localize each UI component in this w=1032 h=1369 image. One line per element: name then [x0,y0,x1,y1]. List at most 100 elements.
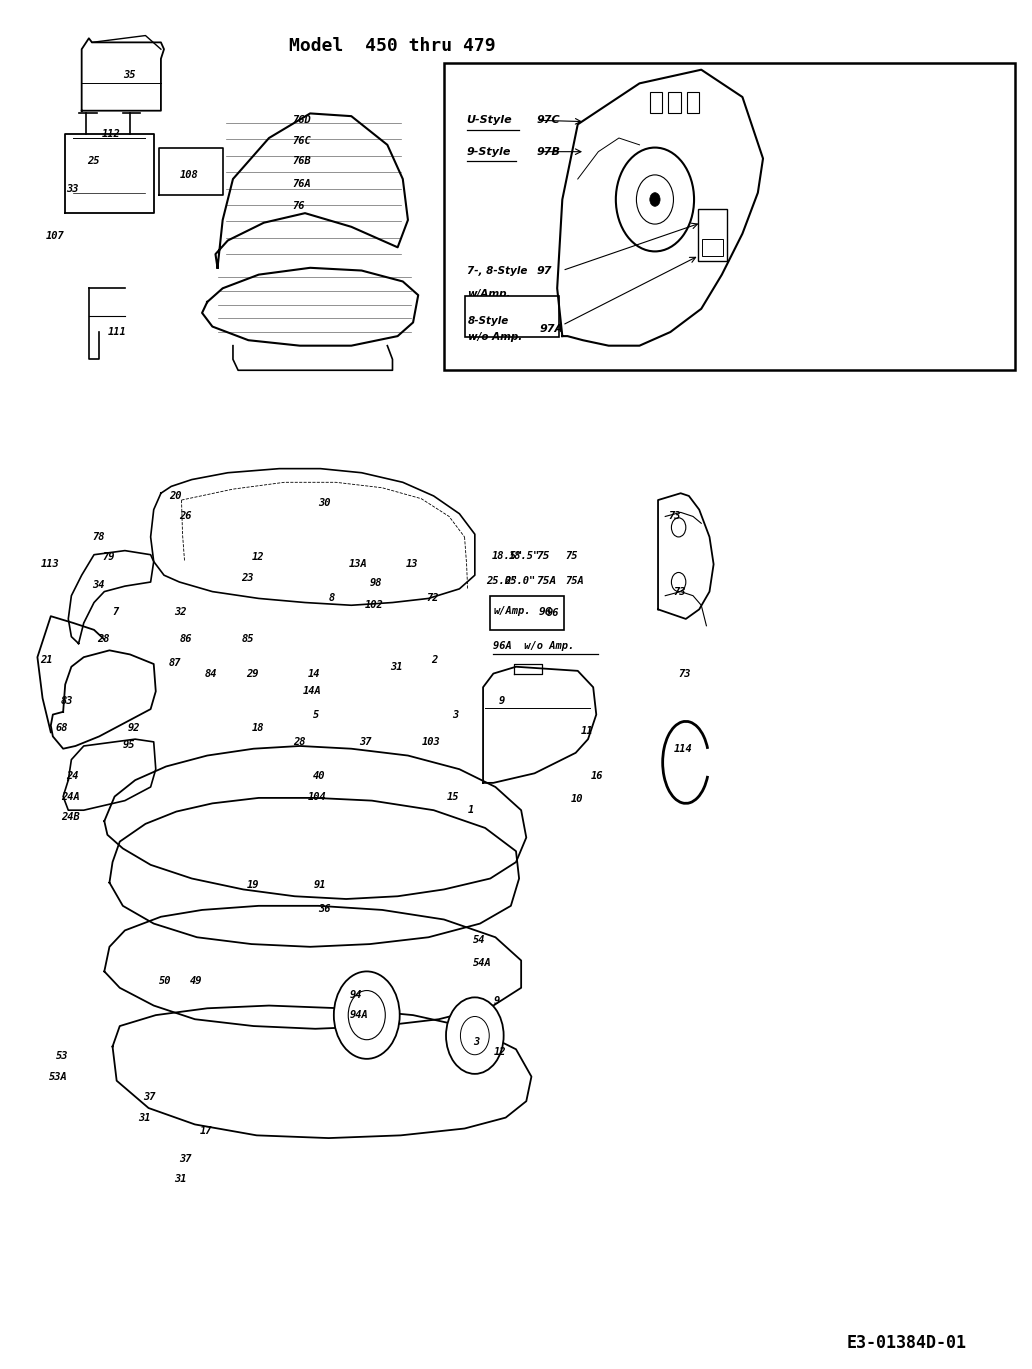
Text: 76B: 76B [293,156,312,166]
Text: 54: 54 [473,935,485,945]
Text: 28: 28 [293,737,305,747]
Text: 24A: 24A [61,791,79,801]
Text: 3: 3 [452,709,458,720]
Text: 3: 3 [473,1038,479,1047]
Bar [490,596,565,630]
Text: E3-01384D-01: E3-01384D-01 [847,1333,967,1353]
Text: 53: 53 [56,1051,68,1061]
Text: 37: 37 [143,1092,156,1102]
Text: 95: 95 [123,739,135,750]
Text: 9: 9 [498,695,505,706]
Text: 113: 113 [40,560,59,570]
Text: 92: 92 [128,723,140,734]
Circle shape [672,572,686,591]
Text: 114: 114 [674,743,692,754]
Text: w/Amp.: w/Amp. [466,289,510,298]
Text: 18.5": 18.5" [491,552,522,561]
Text: 108: 108 [180,170,198,179]
Text: 97B: 97B [537,146,560,156]
Text: 29: 29 [247,668,259,679]
Text: 28: 28 [97,634,109,645]
Text: 73: 73 [674,586,686,597]
Text: U-Style: U-Style [466,115,512,125]
Bar [703,240,722,256]
Text: 19: 19 [247,880,259,890]
Circle shape [672,517,686,537]
Text: 94A: 94A [349,1010,368,1020]
Text: 8-Style: 8-Style [467,316,509,326]
Bar [699,209,727,261]
Text: 49: 49 [190,976,202,986]
Circle shape [460,1017,489,1054]
Circle shape [446,998,504,1073]
Text: 75A: 75A [566,576,584,586]
Text: 85: 85 [241,634,254,645]
Text: 94: 94 [349,990,362,999]
Text: 76: 76 [293,201,305,211]
Text: 54A: 54A [473,958,491,968]
Text: 32: 32 [174,606,187,617]
Text: 11: 11 [581,726,593,737]
Text: 104: 104 [309,791,327,801]
Text: 14A: 14A [303,686,322,697]
Text: 37: 37 [180,1154,192,1164]
Text: 17: 17 [200,1127,213,1136]
Text: 2: 2 [431,654,438,665]
Text: 13: 13 [406,560,418,570]
Text: 37: 37 [359,737,373,747]
Text: 16: 16 [591,771,604,782]
Text: 79: 79 [102,553,115,563]
Text: 86: 86 [180,634,192,645]
Text: 35: 35 [123,70,135,81]
Text: 10: 10 [571,794,583,804]
Text: Model  450 thru 479: Model 450 thru 479 [289,37,495,56]
Bar [464,297,559,338]
Text: 97A: 97A [540,324,563,334]
Bar [444,63,1015,370]
Text: 36: 36 [319,904,331,913]
Text: 96: 96 [539,606,552,617]
Text: 76C: 76C [293,136,312,145]
Text: 87: 87 [169,657,182,668]
Text: 25.0": 25.0" [504,576,535,586]
Text: 84: 84 [205,668,218,679]
Circle shape [333,972,399,1058]
Circle shape [637,175,674,225]
Text: 40: 40 [314,771,326,782]
Text: 31: 31 [390,661,402,672]
Circle shape [650,193,660,207]
Text: w/Amp.: w/Amp. [493,605,530,616]
Text: 96A  w/o Amp.: 96A w/o Amp. [493,641,575,652]
Text: 20: 20 [169,491,182,501]
Text: 12: 12 [252,553,264,563]
Text: 18: 18 [252,723,264,734]
Text: 103: 103 [421,737,440,747]
Text: 75: 75 [537,552,550,561]
Text: 34: 34 [92,579,104,590]
Text: 18.5": 18.5" [509,552,540,561]
Text: 13A: 13A [349,560,368,570]
Text: 25: 25 [87,156,99,166]
Text: 83: 83 [61,695,73,706]
Text: 53A: 53A [49,1072,67,1082]
Text: 23: 23 [241,574,254,583]
Text: 24B: 24B [61,812,79,821]
Text: 25.0": 25.0" [486,576,517,586]
Bar [650,92,663,114]
Text: 97: 97 [537,266,552,275]
Text: 7-, 8-Style: 7-, 8-Style [466,266,527,275]
Text: 15: 15 [447,791,459,801]
Text: 8: 8 [328,593,335,604]
Text: 26: 26 [180,512,192,522]
Text: 24: 24 [66,771,78,782]
Circle shape [616,148,695,252]
Text: 72: 72 [426,593,439,604]
Text: 5: 5 [314,709,320,720]
Text: 14: 14 [309,668,321,679]
Text: 76D: 76D [293,115,312,125]
Text: 102: 102 [364,600,384,611]
Text: w/o Amp.: w/o Amp. [467,333,522,342]
Text: 9-Style: 9-Style [466,146,511,156]
Text: 9: 9 [493,997,499,1006]
Text: 91: 91 [314,880,326,890]
